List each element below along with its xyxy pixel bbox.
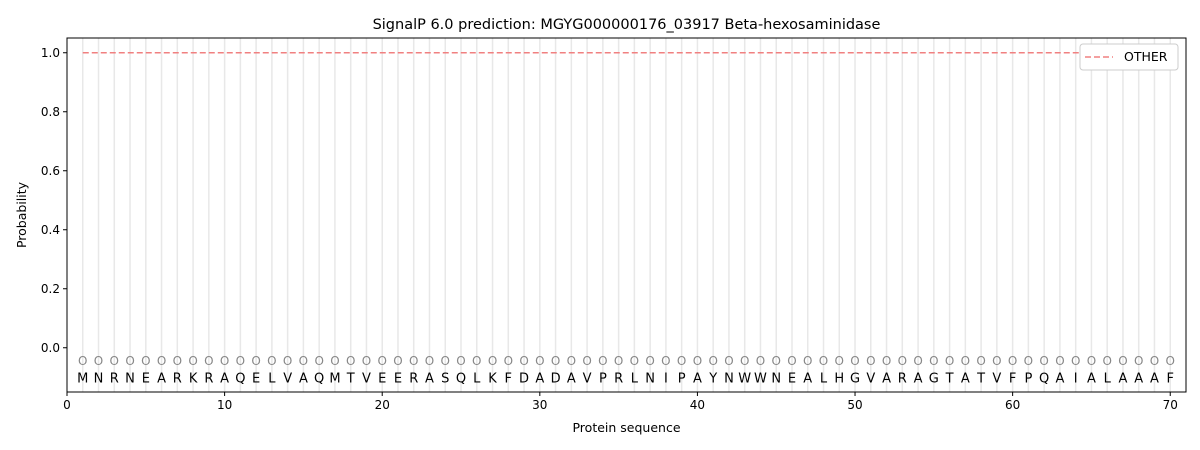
x-tick-label: 20 <box>375 398 390 412</box>
y-axis-label: Probability <box>14 181 29 248</box>
legend-other-label: OTHER <box>1124 49 1168 64</box>
y-tick-label: 0.8 <box>41 105 60 119</box>
y-tick-label: 1.0 <box>41 46 60 60</box>
grid-layer <box>82 38 1171 392</box>
x-axis-label: Protein sequence <box>572 420 680 435</box>
y-tick-label: 0.6 <box>41 164 60 178</box>
x-tick-label: 60 <box>1005 398 1020 412</box>
chart-title: SignalP 6.0 prediction: MGYG000000176_03… <box>373 17 881 33</box>
y-tick-label: 0.4 <box>41 223 60 237</box>
sequence-row: MNRNEARKRAQELVAQMTVEERASQLKFDADAVPRLNIPA… <box>77 371 1174 386</box>
x-tick-label: 0 <box>63 398 71 412</box>
x-tick-label: 10 <box>217 398 232 412</box>
legend-box <box>1079 43 1179 71</box>
x-tick-label: 40 <box>690 398 705 412</box>
plot-frame <box>66 37 1187 393</box>
x-tick-label: 70 <box>1163 398 1178 412</box>
x-tick-label: 50 <box>847 398 862 412</box>
x-tick-label: 30 <box>532 398 547 412</box>
predicted-labels-row: OOOOOOOOOOOOOOOOOOOOOOOOOOOOOOOOOOOOOOOO… <box>78 354 1175 368</box>
y-tick-label: 0.2 <box>41 282 60 296</box>
y-tick-label: 0.0 <box>41 341 60 355</box>
